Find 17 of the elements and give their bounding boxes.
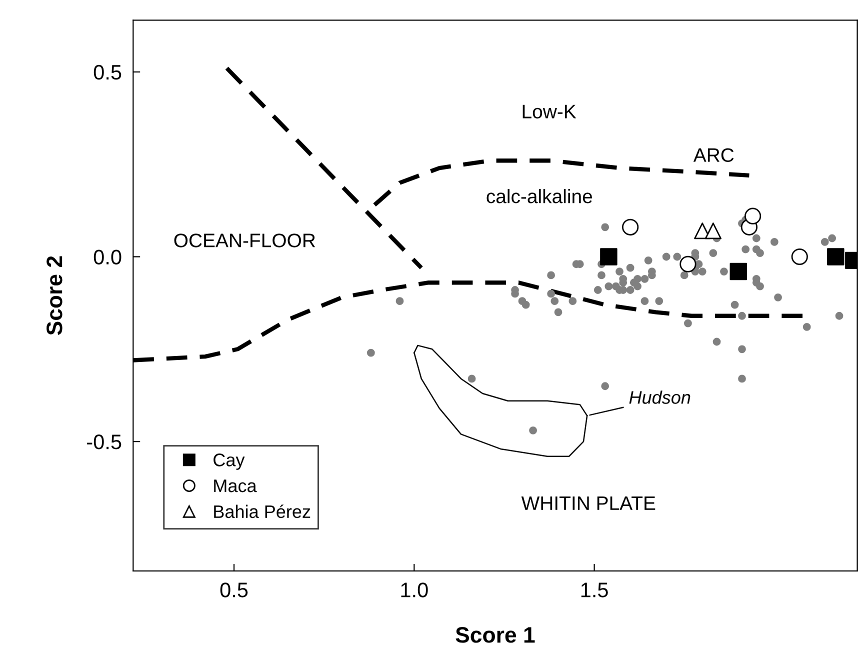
annotation: OCEAN-FLOOR (174, 234, 316, 248)
y-tick-label: 0.5 (94, 64, 122, 80)
y-tick-label: -0.5 (87, 434, 122, 450)
legend-label: Cay (214, 454, 245, 470)
legend-label: Maca (214, 480, 257, 492)
x-tick-label: 0.5 (220, 582, 248, 598)
annotation: Low-K (522, 104, 576, 118)
x-tick-label: 1.0 (401, 582, 428, 598)
y-axis-title: Score 2 (46, 256, 62, 336)
y-tick-label: 0.0 (94, 250, 122, 264)
x-tick-label: 1.5 (581, 582, 608, 598)
annotation: calc-alkaline (486, 189, 592, 204)
annotation: ARC (693, 148, 734, 162)
x-axis-title: Score 1 (456, 627, 535, 643)
text: Hudson (629, 390, 690, 404)
legend-label: Bahia Pérez (214, 504, 310, 518)
annotation: WHITIN PLATE (521, 496, 656, 510)
